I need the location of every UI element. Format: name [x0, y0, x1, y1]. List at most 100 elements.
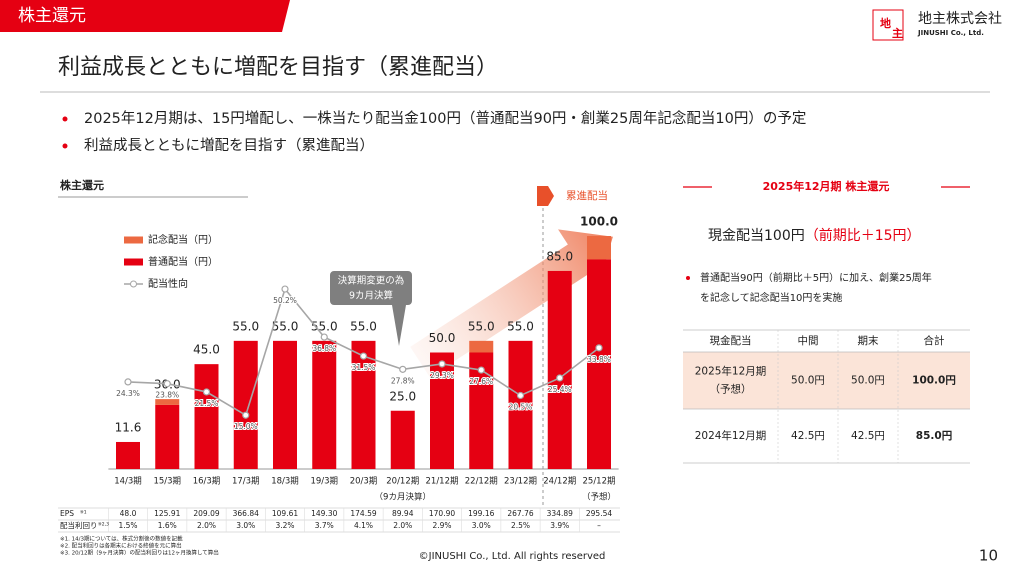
- tab-label: 株主還元: [18, 6, 86, 26]
- bar: [116, 441, 140, 469]
- table-row-label: （予想）: [710, 383, 752, 396]
- table-cell: 267.76: [507, 509, 533, 518]
- page-number: 10: [979, 547, 998, 565]
- x-tick-label: 23/12期: [504, 477, 537, 487]
- ratio-label: 50.2%: [273, 296, 297, 305]
- table-cell: 149.30: [311, 509, 337, 518]
- ratio-label: 31.5%: [352, 363, 376, 372]
- legend-swatch: [124, 236, 143, 244]
- x-tick-label: 20/3期: [350, 477, 378, 487]
- copyright: ©JINUSHI Co., Ltd. All rights reserved: [419, 551, 606, 562]
- headline: 現金配当100円: [708, 228, 805, 244]
- callout-box: [330, 271, 412, 346]
- total-label: 25.0: [389, 389, 416, 403]
- table-cell: 2.9%: [432, 521, 451, 530]
- ratio-label: 24.3%: [116, 389, 140, 398]
- table-cell: 100.0円: [912, 375, 956, 387]
- callout-text: 9カ月決算: [349, 290, 393, 302]
- logo-mark: 主: [892, 26, 903, 40]
- table-cell: 3.0%: [472, 521, 491, 530]
- table-row-label: EPS: [60, 509, 74, 518]
- table-cell: 42.5円: [851, 430, 885, 442]
- chart: 11.614/3期30.015/3期45.016/3期55.017/3期55.0…: [58, 215, 620, 533]
- table-cell: 89.94: [392, 509, 414, 518]
- legend-marker: [130, 280, 137, 288]
- bar: [390, 410, 415, 469]
- panel-table: 現金配当 中間 期末 合計 2025年12月期 （予想） 50.0円 50.0円 100.0円 2…: [683, 329, 970, 464]
- ratio-marker: [124, 378, 132, 386]
- table-cell: 170.90: [429, 509, 455, 518]
- bullet: 2025年12月期は、15円増配し、一株当たり配当金100円（普通配当90円・創…: [84, 109, 806, 127]
- total-label: 55.0: [507, 319, 534, 333]
- table-row-note: ※1: [80, 510, 87, 516]
- legend-label: 配当性向: [148, 277, 188, 290]
- bar: [194, 364, 219, 469]
- x-tick-note: （9カ月決算）: [375, 492, 431, 503]
- table-cell: 3.0%: [236, 521, 255, 530]
- logo-frame: [872, 9, 904, 41]
- total-label: 55.0: [350, 319, 377, 333]
- growth-arrow: [410, 229, 613, 378]
- table-cell: 3.2%: [275, 521, 294, 530]
- page-title: 利益成長とともに増配を目指す（累進配当）: [58, 55, 498, 80]
- bullet-dot: [62, 143, 68, 149]
- headline-note: （前期比＋15円）: [805, 227, 921, 244]
- bar: [273, 340, 297, 469]
- progressive-arrow: [537, 186, 554, 206]
- footnote: ※2. 配当利回りは各期末における終値を元に算出: [60, 542, 182, 550]
- table-cell: 3.9%: [550, 521, 569, 530]
- bar: [587, 236, 611, 260]
- ratio-marker: [516, 391, 525, 400]
- ratio-marker: [320, 333, 328, 341]
- company-name: 地主株式会社: [918, 11, 1002, 27]
- bar: [587, 259, 611, 469]
- x-tick-label: 14/3期: [114, 477, 142, 487]
- table-row-label: 配当利回り: [60, 520, 98, 530]
- bar: [155, 404, 180, 469]
- bullet: 利益成長とともに増配を目指す（累進配当）: [84, 137, 374, 154]
- footnote: ※1. 14/3期については、株式分割後の数値を記載: [60, 535, 183, 543]
- table-cell: 174.59: [350, 509, 376, 518]
- table-cell: 2.0%: [197, 521, 216, 530]
- table-cell: 2.5%: [511, 521, 530, 530]
- ratio-label: 15.0%: [234, 422, 258, 431]
- bar: [508, 340, 533, 469]
- legend-label: 普通配当（円）: [148, 255, 218, 268]
- ratio-marker: [242, 411, 250, 419]
- ratio-label: 36.8%: [312, 344, 336, 353]
- panel-title: 2025年12月期 株主還元: [763, 179, 890, 193]
- bar: [312, 340, 337, 469]
- table-cell: 1.6%: [158, 521, 177, 530]
- bullet-dot: [686, 276, 690, 280]
- table-cell: 366.84: [233, 509, 259, 518]
- table-cell: –: [597, 521, 601, 530]
- x-tick-label: 17/3期: [232, 477, 260, 487]
- ratio-marker: [281, 285, 289, 293]
- total-label: 100.0: [580, 215, 618, 229]
- table-cell: 295.54: [586, 509, 612, 518]
- table-row-label: 2024年12月期: [695, 429, 767, 442]
- bar: [430, 352, 454, 469]
- total-label: 55.0: [272, 319, 299, 333]
- table-cell: 109.61: [272, 509, 298, 518]
- panel-headline: 現金配当100円（前期比＋15円）: [708, 227, 921, 244]
- total-label: 85.0: [546, 249, 573, 263]
- table-cell: 1.5%: [118, 521, 137, 530]
- ratio-marker: [359, 352, 368, 360]
- x-tick-label: 24/12期: [543, 477, 576, 487]
- ratio-marker: [595, 344, 603, 352]
- bar: [155, 399, 180, 405]
- table-cell: 50.0円: [791, 375, 825, 387]
- x-tick-label: 21/12期: [426, 477, 459, 487]
- ratio-label: 23.8%: [155, 391, 179, 400]
- table-header: 合計: [924, 334, 945, 347]
- growth-arrow-shape: [410, 229, 613, 378]
- legend-label: 記念配当（円）: [148, 233, 218, 246]
- x-tick-label: 15/3期: [153, 477, 181, 487]
- chart-title: 株主還元: [60, 178, 104, 192]
- ratio-label: 25.4%: [548, 385, 572, 394]
- total-label: 55.0: [232, 319, 259, 333]
- bullet-dot: [62, 116, 68, 122]
